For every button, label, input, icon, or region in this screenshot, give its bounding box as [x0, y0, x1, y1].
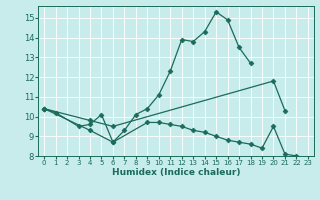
- X-axis label: Humidex (Indice chaleur): Humidex (Indice chaleur): [112, 168, 240, 177]
